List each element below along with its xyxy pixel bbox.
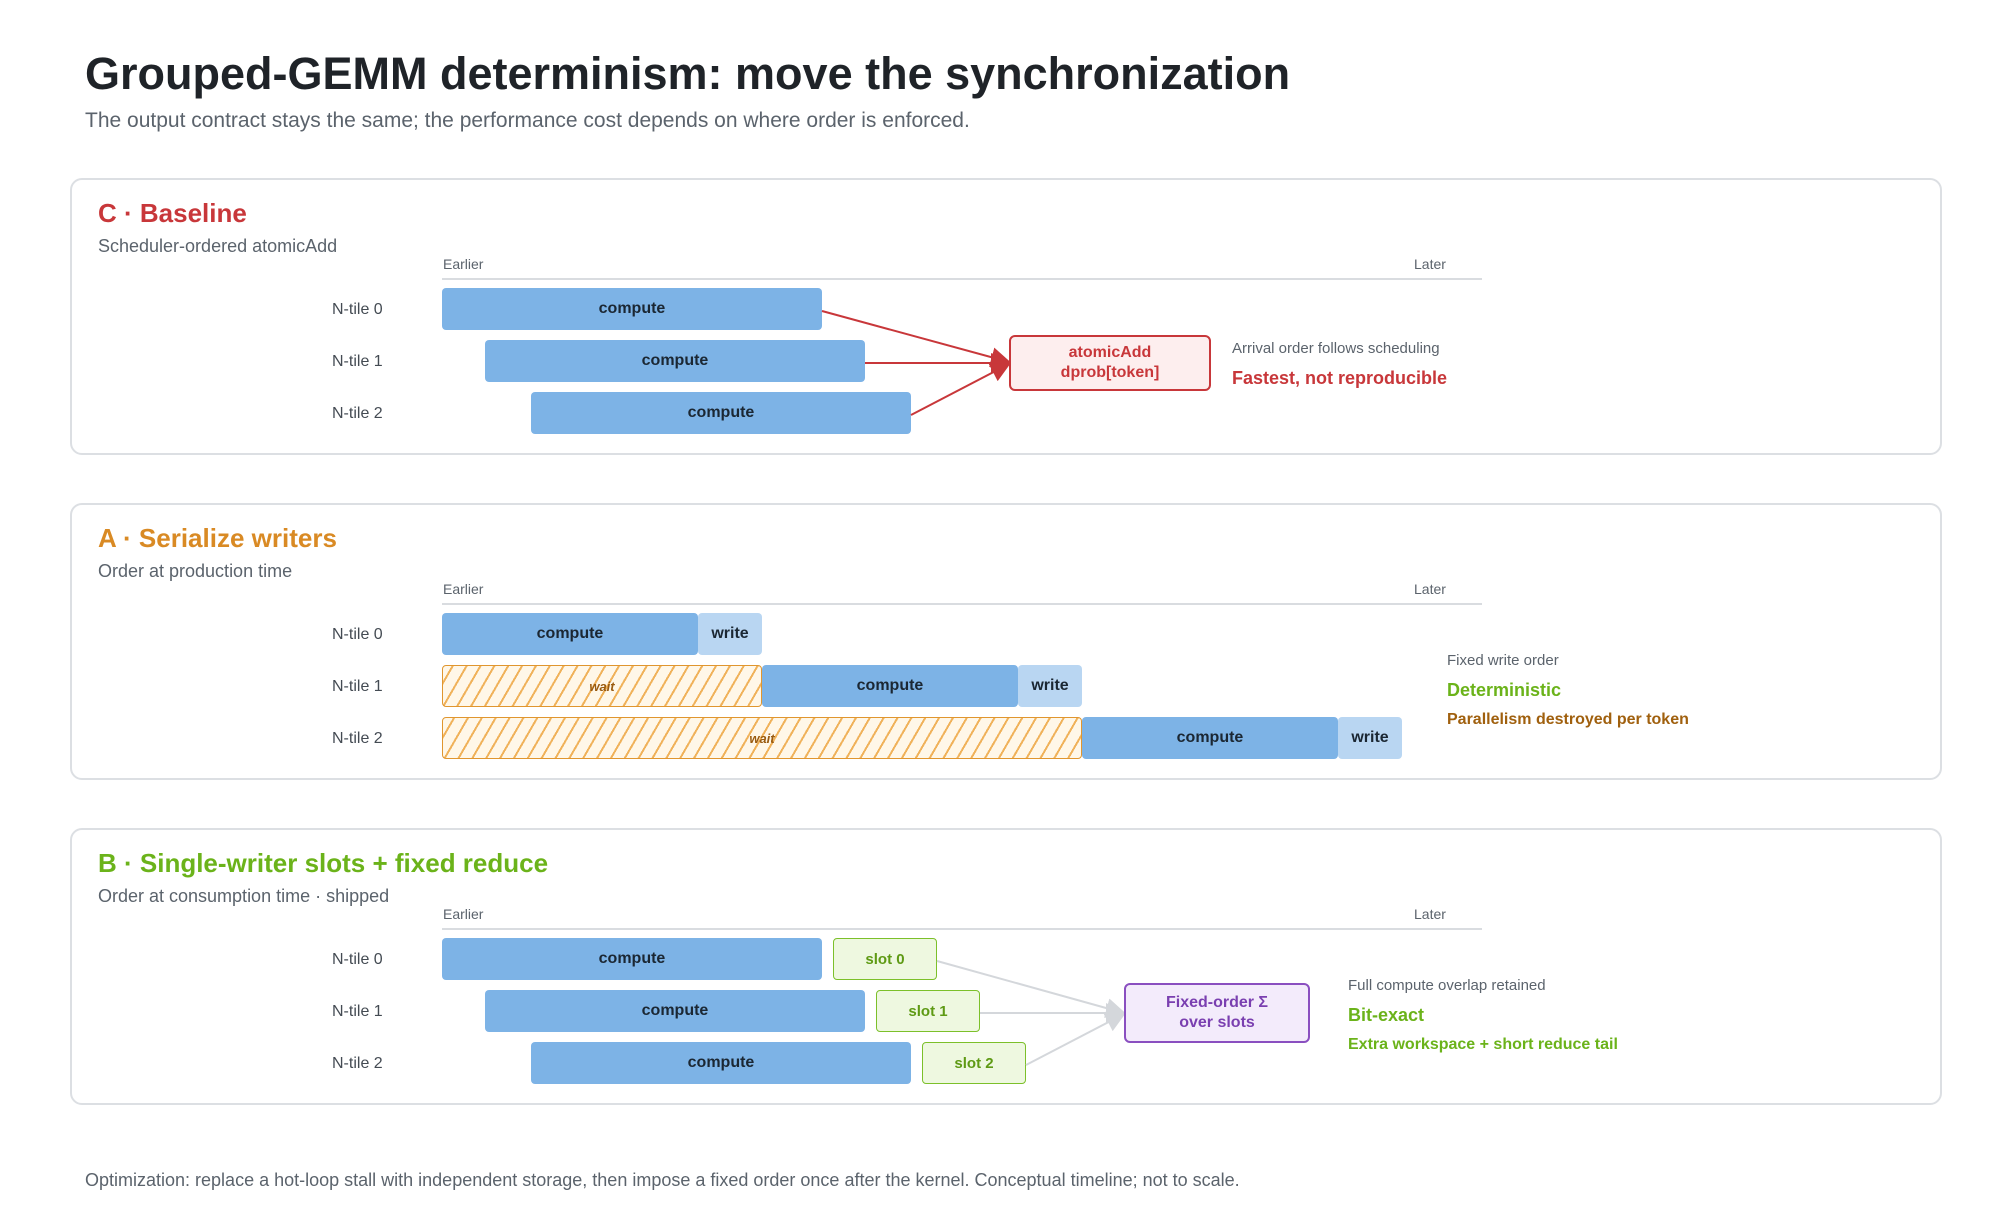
- axis-start-label: Earlier: [443, 256, 484, 272]
- target-line-1: atomicAdd: [1068, 344, 1152, 361]
- axis-start-label: Earlier: [443, 906, 484, 922]
- axis-end-label: Later: [1414, 256, 1446, 272]
- wait-label: wait: [589, 678, 615, 694]
- axis-start-label: Earlier: [443, 581, 484, 597]
- row-label-1: N-tile 1: [332, 353, 383, 370]
- compute-bar: compute: [485, 340, 865, 382]
- panel-baseline: C · Baseline Scheduler-ordered atomicAdd…: [70, 178, 1942, 455]
- time-axis: [442, 278, 1482, 280]
- row-label-2: N-tile 2: [332, 405, 383, 422]
- reduce-arrows: [936, 960, 1126, 1066]
- row-label-0: N-tile 0: [332, 951, 383, 968]
- row-label-1: N-tile 1: [332, 1003, 383, 1020]
- wait-bar: wait: [442, 665, 762, 707]
- panel-title: A · Serialize writers: [98, 523, 337, 553]
- row-label-1: N-tile 1: [332, 678, 383, 695]
- compute-bar: compute: [1082, 717, 1338, 759]
- slot-box: slot 0: [833, 938, 937, 980]
- panel-serialize-writers: A · Serialize writers Order at productio…: [70, 503, 1942, 780]
- reduce-line-1: Fixed-order Σ: [1165, 994, 1269, 1011]
- target-line-2: dprob[token]: [1060, 364, 1160, 381]
- panel-title: C · Baseline: [98, 198, 247, 228]
- serialize-cost: Parallelism destroyed per token: [1447, 711, 1689, 728]
- compute-bar: compute: [762, 665, 1018, 707]
- compute-bar: compute: [485, 990, 865, 1032]
- time-axis: [442, 603, 1482, 605]
- page-subtitle: The output contract stays the same; the …: [85, 109, 970, 132]
- slots-note: Full compute overlap retained: [1348, 977, 1546, 994]
- axis-end-label: Later: [1414, 581, 1446, 597]
- serialize-note: Fixed write order: [1447, 652, 1559, 669]
- row-label-0: N-tile 0: [332, 301, 383, 318]
- wait-bar: wait: [442, 717, 1082, 759]
- reduce-line-2: over slots: [1179, 1014, 1255, 1031]
- slot-box: slot 2: [922, 1042, 1026, 1084]
- fixed-order-reduce: Fixed-order Σ over slots: [1124, 983, 1310, 1043]
- compute-bar: compute: [442, 288, 822, 330]
- atomic-add-target: atomicAdd dprob[token]: [1009, 335, 1211, 391]
- baseline-verdict: Fastest, not reproducible: [1232, 368, 1448, 388]
- compute-bar: compute: [531, 392, 911, 434]
- wait-label: wait: [749, 730, 775, 746]
- footer-note: Optimization: replace a hot-loop stall w…: [85, 1170, 1240, 1190]
- time-axis: [442, 928, 1482, 930]
- panel-subtitle: Order at production time: [98, 561, 293, 581]
- page-title: Grouped-GEMM determinism: move the synch…: [85, 48, 1291, 99]
- axis-end-label: Later: [1414, 906, 1446, 922]
- slots-verdict: Bit-exact: [1348, 1005, 1425, 1025]
- panel-title: B · Single-writer slots + fixed reduce: [98, 848, 549, 878]
- serialize-verdict: Deterministic: [1447, 680, 1562, 700]
- arrival-arrows: [821, 310, 1011, 416]
- write-bar: write: [1018, 665, 1082, 707]
- write-bar: write: [698, 613, 762, 655]
- row-label-0: N-tile 0: [332, 626, 383, 643]
- baseline-note: Arrival order follows scheduling: [1232, 340, 1440, 357]
- compute-bar: compute: [442, 613, 698, 655]
- compute-bar: compute: [531, 1042, 911, 1084]
- panel-subtitle: Order at consumption time · shipped: [98, 886, 390, 906]
- row-label-2: N-tile 2: [332, 730, 383, 747]
- row-label-2: N-tile 2: [332, 1055, 383, 1072]
- write-bar: write: [1338, 717, 1402, 759]
- panel-subtitle: Scheduler-ordered atomicAdd: [98, 236, 338, 256]
- slots-cost: Extra workspace + short reduce tail: [1348, 1036, 1618, 1053]
- slot-box: slot 1: [876, 990, 980, 1032]
- compute-bar: compute: [442, 938, 822, 980]
- panel-single-writer-slots: B · Single-writer slots + fixed reduce O…: [70, 828, 1942, 1105]
